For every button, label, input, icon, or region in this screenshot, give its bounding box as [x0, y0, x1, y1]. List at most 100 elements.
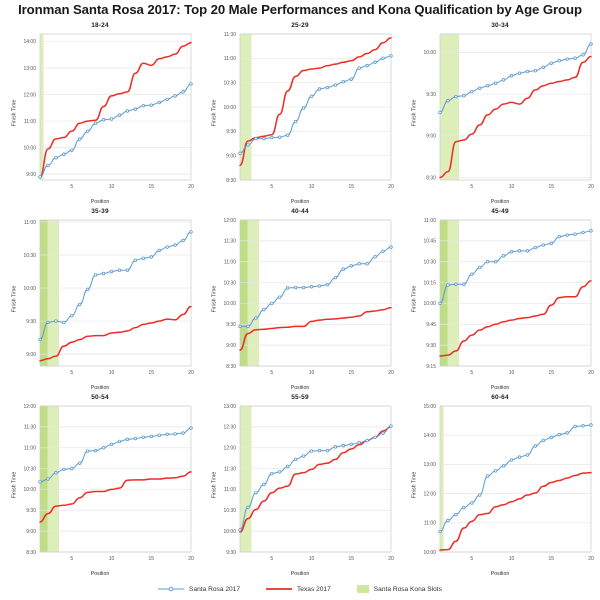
legend-item[interactable]: Santa Rosa 2017: [158, 584, 240, 594]
series-marker-santa-rosa-2017: [85, 287, 90, 292]
y-tick-label: 11:00: [424, 218, 436, 224]
series-marker-santa-rosa-2017: [238, 528, 242, 532]
x-tick-label: 20: [588, 556, 594, 562]
series-marker-santa-rosa-2017: [549, 241, 553, 246]
series-line-texas-2017: [39, 42, 192, 179]
x-tick-label: 10: [309, 556, 315, 562]
y-tick-label: 9:30: [426, 92, 436, 98]
series-marker-santa-rosa-2017: [541, 243, 546, 247]
series-marker-santa-rosa-2017: [438, 529, 442, 534]
y-tick-label: 12:00: [23, 404, 36, 410]
series-marker-santa-rosa-2017: [62, 152, 66, 156]
x-tick-label: 20: [388, 184, 394, 190]
y-tick-label: 11:30: [24, 425, 36, 431]
series-marker-santa-rosa-2017: [517, 71, 522, 75]
series-marker-santa-rosa-2017: [301, 454, 306, 458]
y-tick-label: 9:00: [26, 172, 36, 178]
series-marker-santa-rosa-2017: [517, 249, 522, 253]
series-marker-santa-rosa-2017: [189, 426, 193, 430]
series-marker-santa-rosa-2017: [246, 505, 250, 510]
plot-area: 9:30 10:00 10:30 11:00 11:30 12:00 12:30 13:00 5…: [223, 404, 394, 562]
series-line-texas-2017: [439, 280, 592, 357]
y-tick-label: 10:00: [23, 286, 36, 292]
series-marker-santa-rosa-2017: [446, 518, 450, 523]
subplot-title: 60-64: [491, 394, 509, 401]
x-tick-label: 15: [548, 556, 554, 562]
series-marker-santa-rosa-2017: [93, 121, 98, 125]
y-tick-label: 15:00: [423, 404, 436, 410]
y-tick-label: 11:00: [424, 521, 436, 527]
series-marker-santa-rosa-2017: [565, 233, 569, 237]
series-marker-santa-rosa-2017: [133, 107, 138, 111]
series-marker-santa-rosa-2017: [141, 103, 146, 108]
series-marker-santa-rosa-2017: [189, 230, 193, 234]
series-marker-santa-rosa-2017: [46, 477, 50, 481]
y-tick-label: 11:00: [24, 446, 36, 452]
y-tick-label: 11:30: [224, 239, 236, 245]
y-tick-label: 10:00: [423, 550, 436, 556]
series-marker-santa-rosa-2017: [573, 232, 577, 236]
y-tick-label: 11:00: [24, 119, 36, 125]
series-marker-santa-rosa-2017: [78, 461, 82, 465]
series-marker-santa-rosa-2017: [70, 466, 74, 471]
legend-item[interactable]: Texas 2017: [266, 584, 331, 594]
series-marker-santa-rosa-2017: [333, 83, 338, 87]
series-marker-santa-rosa-2017: [470, 89, 474, 94]
y-tick-label: 13:00: [223, 404, 236, 410]
series-marker-santa-rosa-2017: [493, 81, 498, 85]
legend-item[interactable]: Santa Rosa Kona Slots: [356, 584, 442, 594]
x-tick-label: 15: [348, 370, 354, 376]
y-axis-label: Finish Time: [11, 99, 18, 127]
series-marker-santa-rosa-2017: [589, 423, 593, 427]
series-marker-santa-rosa-2017: [341, 443, 346, 448]
legend: Santa Rosa 2017 Texas 2017 Santa Rosa Kona…: [0, 580, 600, 598]
x-tick-label: 5: [270, 556, 273, 562]
kona-slots-band-light: [440, 406, 444, 552]
y-axis-label: Finish Time: [211, 99, 218, 127]
series-marker-santa-rosa-2017: [557, 432, 561, 437]
legend-swatch-line: [266, 588, 293, 590]
series-marker-santa-rosa-2017: [133, 258, 138, 262]
y-tick-label: 10:00: [423, 301, 436, 307]
series-marker-santa-rosa-2017: [309, 449, 314, 453]
series-marker-santa-rosa-2017: [165, 245, 169, 249]
series-marker-santa-rosa-2017: [589, 42, 593, 46]
series-marker-santa-rosa-2017: [157, 433, 161, 437]
y-tick-label: 10:30: [23, 253, 36, 259]
y-tick-label: 12:30: [223, 425, 236, 431]
x-tick-label: 5: [70, 556, 73, 562]
series-marker-santa-rosa-2017: [278, 295, 282, 299]
series-marker-santa-rosa-2017: [181, 238, 185, 243]
plot-area: 8:30 9:00 9:30 10:00 10:30 11:00 11:30 12:00 5 10…: [23, 404, 194, 562]
x-tick-label: 15: [348, 184, 354, 190]
series-marker-santa-rosa-2017: [525, 69, 530, 74]
y-tick-label: 9:15: [426, 364, 436, 370]
series-marker-santa-rosa-2017: [525, 453, 530, 457]
y-tick-label: 11:00: [24, 220, 36, 226]
y-tick-label: 14:00: [423, 433, 436, 439]
series-marker-santa-rosa-2017: [189, 82, 193, 86]
kona-slots-band-light: [240, 406, 252, 552]
kona-slots-band-light: [440, 34, 460, 180]
y-tick-label: 10:30: [223, 80, 236, 86]
x-tick-label: 5: [470, 370, 473, 376]
y-tick-label: 12:00: [223, 218, 236, 224]
x-tick-label: 10: [509, 370, 515, 376]
y-tick-label: 9:00: [26, 529, 36, 535]
legend-label: Texas 2017: [297, 585, 331, 593]
series-marker-santa-rosa-2017: [54, 156, 58, 160]
series-marker-santa-rosa-2017: [165, 97, 169, 102]
subplot-60-64: 60-64 Finish Time Position 10:00 11:00 12:00 1…: [400, 392, 600, 578]
subplot-title: 35-39: [91, 208, 109, 215]
x-tick-label: 20: [188, 556, 194, 562]
series-marker-santa-rosa-2017: [285, 133, 290, 137]
series-marker-santa-rosa-2017: [317, 87, 322, 91]
series-marker-santa-rosa-2017: [509, 250, 514, 254]
x-tick-label: 10: [509, 556, 515, 562]
x-axis-label: Position: [490, 385, 510, 391]
series-marker-santa-rosa-2017: [389, 245, 393, 249]
subplot-18-24: 18-24 Finish Time Position 9:00 10:00 11:00 12…: [0, 20, 200, 206]
series-marker-santa-rosa-2017: [54, 471, 58, 475]
series-marker-santa-rosa-2017: [62, 320, 66, 325]
